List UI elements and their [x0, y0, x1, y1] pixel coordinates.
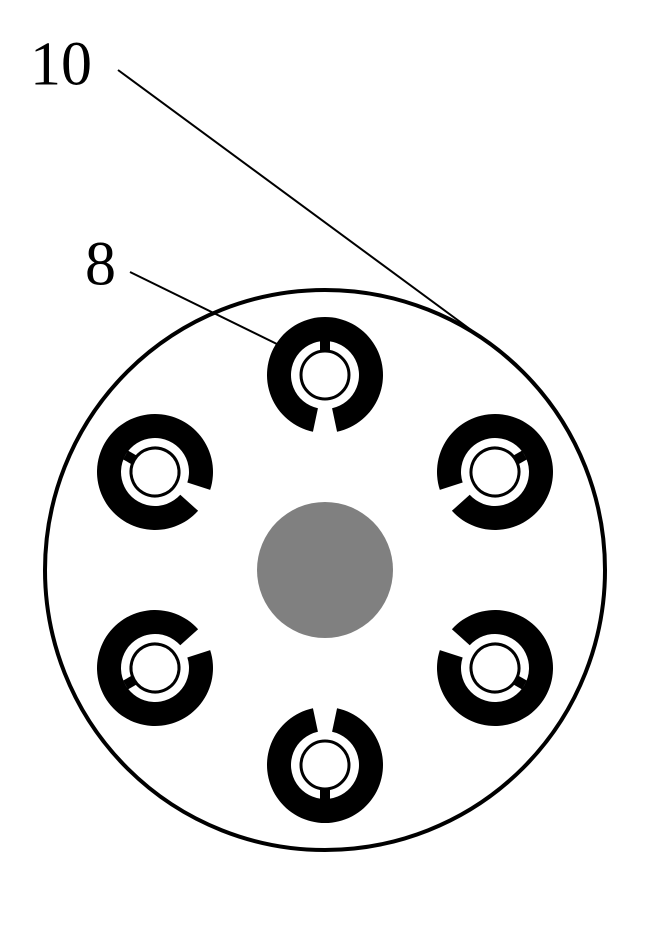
label-8: 8	[85, 231, 116, 299]
connector-plate-diagram: 10 8	[0, 0, 650, 920]
label-10: 10	[30, 31, 92, 99]
center-hub	[257, 502, 393, 638]
